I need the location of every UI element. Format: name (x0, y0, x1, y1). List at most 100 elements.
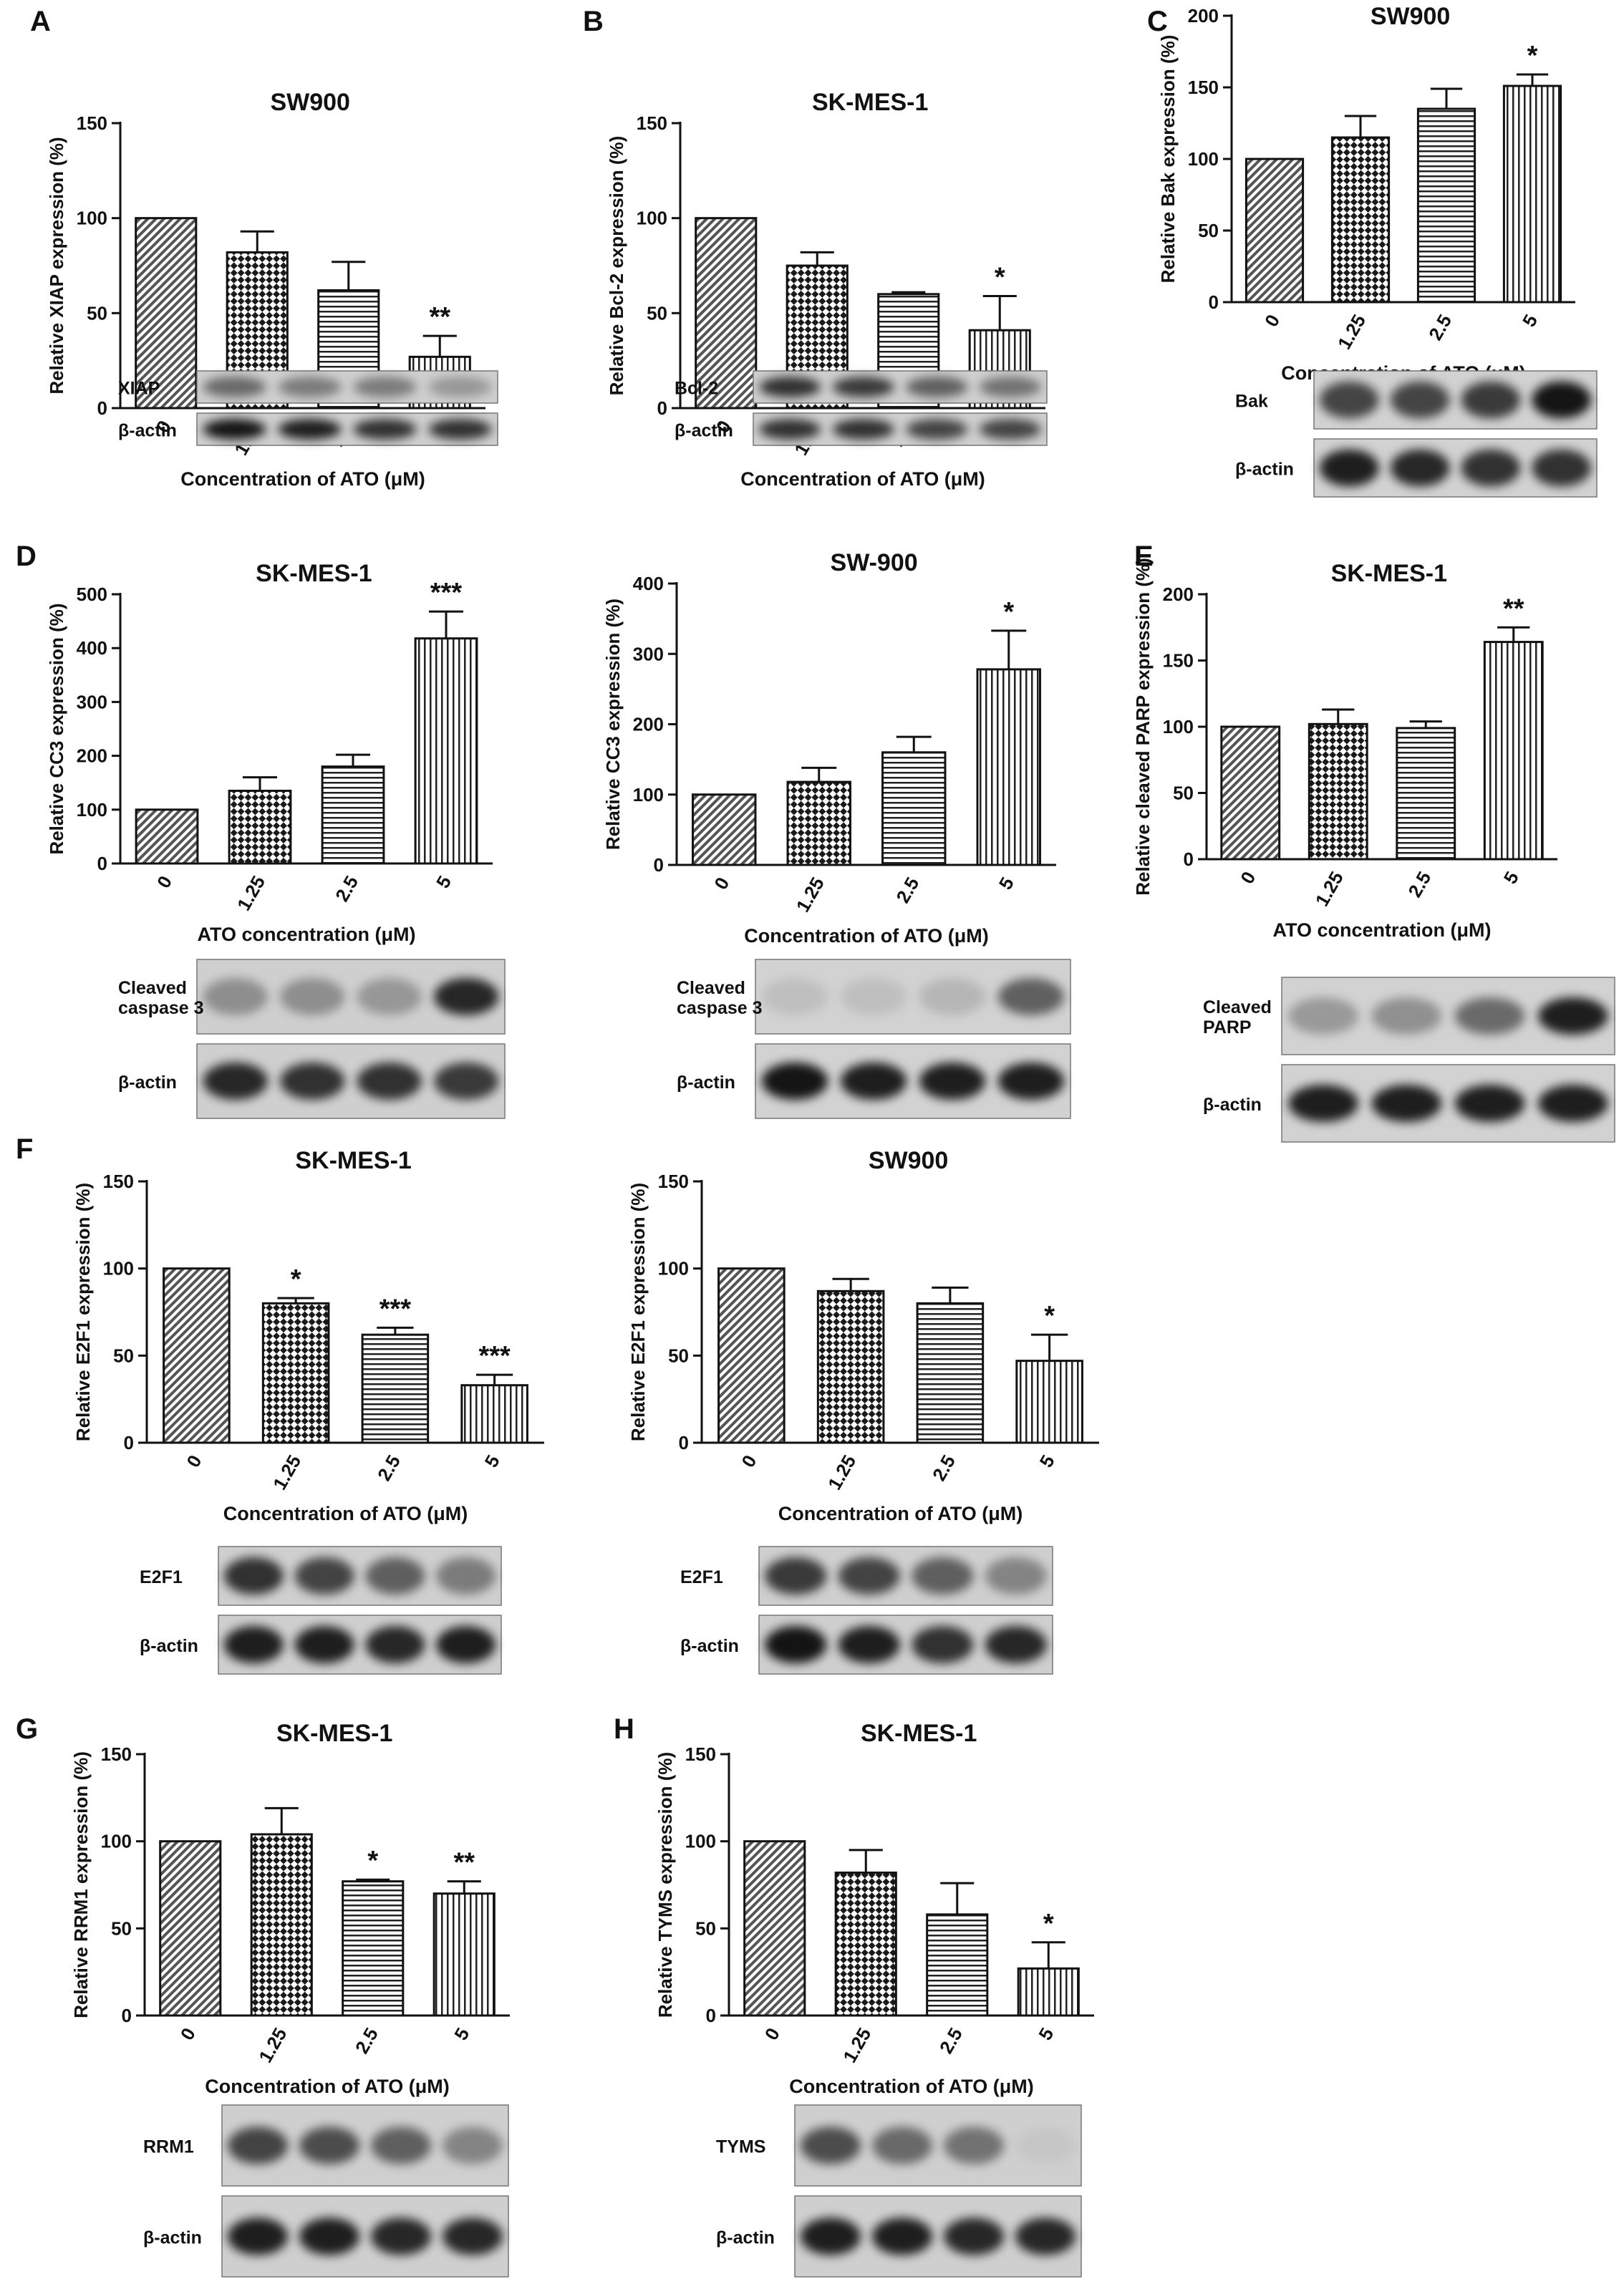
blot-band (294, 1557, 354, 1595)
blot-band (428, 419, 492, 440)
blot-band (985, 1626, 1047, 1663)
x-axis-label: ATO concentration (μM) (1272, 919, 1491, 941)
x-axis-label: Concentration of ATO (μM) (744, 925, 988, 947)
x-tick-label: 2.5 (1403, 868, 1435, 901)
blot-band (759, 419, 821, 440)
y-tick-label: 0 (657, 397, 667, 419)
blot-band (203, 1063, 268, 1100)
bar-1.25 (834, 1871, 897, 2017)
blot-band (1454, 1085, 1525, 1122)
x-axis-label: Concentration of ATO (μM) (205, 2076, 449, 2097)
significance-mark: * (1003, 597, 1014, 627)
y-axis-label: Relative cleaved PARP expression (%) (1132, 558, 1154, 896)
x-tick-label: 0 (737, 1451, 760, 1471)
y-tick-label: 50 (111, 1917, 132, 1939)
x-tick-label: 1.25 (1311, 868, 1348, 910)
x-tick-label: 0 (1260, 311, 1284, 331)
blot-band (203, 419, 266, 440)
blot-band (832, 419, 894, 440)
blot-band (944, 2217, 1004, 2255)
bar-0 (692, 793, 757, 866)
blot-band (353, 377, 417, 397)
blot-band (838, 1557, 900, 1595)
x-tick-label: 2.5 (331, 872, 362, 905)
blot-band (436, 1557, 496, 1595)
y-tick-label: 0 (1184, 848, 1194, 870)
y-tick-label: 0 (1209, 291, 1219, 313)
y-axis-label: Relative E2F1 expression (%) (627, 1183, 649, 1441)
significance-mark: ** (1503, 594, 1524, 624)
blot-row-label: TYMS (716, 2137, 765, 2157)
blot-band (443, 2126, 503, 2164)
bar-0 (135, 808, 199, 865)
significance-mark: *** (380, 1294, 412, 1324)
blot-band (371, 2217, 431, 2255)
blot-row-label: β-actin (680, 1636, 739, 1656)
y-tick-label: 100 (1188, 148, 1219, 170)
y-tick-label: 150 (103, 1171, 134, 1192)
blot-band (761, 978, 828, 1015)
blot-band (872, 2126, 932, 2164)
y-tick-label: 0 (97, 397, 107, 419)
blot-band (223, 1626, 284, 1663)
y-axis-label: Relative E2F1 expression (%) (72, 1183, 94, 1441)
blot-band (1532, 381, 1592, 419)
blot-row-label: β-actin (118, 1073, 177, 1093)
blot-row-label: E2F1 (680, 1567, 723, 1587)
significance-mark: ** (429, 302, 450, 332)
blot-band (919, 1063, 986, 1100)
y-tick-label: 50 (668, 1345, 689, 1366)
significance-mark: * (1044, 1301, 1055, 1331)
y-tick-label: 100 (658, 1258, 689, 1279)
y-tick-label: 300 (77, 691, 107, 712)
bar-2.5 (1416, 107, 1476, 304)
chart-title: SK-MES-1 (812, 89, 928, 116)
y-axis-label: Relative Bak expression (%) (1157, 35, 1179, 284)
x-tick-label: 1.25 (233, 872, 269, 914)
blot-band (428, 377, 492, 397)
x-axis-label: Concentration of ATO (μM) (180, 468, 425, 490)
blot-band (203, 377, 266, 397)
y-tick-label: 50 (87, 302, 107, 324)
bar-2.5 (342, 1880, 405, 2017)
blot-band (832, 377, 894, 397)
bar-2.5 (916, 1302, 985, 1444)
bar-0 (159, 1840, 222, 2017)
blot-band (1461, 381, 1521, 419)
blot-band (1288, 997, 1358, 1035)
blot-row-label: Cleaved caspase 3 (118, 978, 204, 1018)
y-tick-label: 50 (647, 302, 667, 324)
blot-band (944, 2126, 1004, 2164)
blot-row-label: β-actin (143, 2228, 202, 2248)
bar-5 (1502, 84, 1562, 304)
chart-title: SW-900 (831, 549, 918, 576)
blot-band (1319, 449, 1379, 487)
x-tick-label: 1.25 (1333, 311, 1370, 353)
blot-row-label: XIAP (118, 379, 160, 399)
bar-1.25 (1308, 722, 1368, 861)
blot-row-label: Bcl-2 (675, 379, 718, 399)
y-tick-label: 50 (1173, 783, 1194, 804)
bar-5 (414, 637, 478, 865)
panel-D: D SK-MES-1 0 100 200 300 400 500 Relative CC3 ex… (16, 541, 506, 1119)
y-tick-label: 0 (706, 2005, 716, 2026)
bar-0 (717, 1267, 786, 1444)
blot-band (1538, 997, 1608, 1035)
blot-band (872, 2217, 932, 2255)
x-axis-label: Concentration of ATO (μM) (778, 1503, 1023, 1524)
panel-A: A SW900 0 50 100 150 Relative XIAP expression … (30, 6, 498, 490)
panel-letter: E (1134, 541, 1154, 572)
y-tick-label: 0 (124, 1432, 134, 1453)
bar-0 (695, 217, 758, 410)
significance-mark: * (1043, 1909, 1054, 1939)
x-tick-label: 0 (710, 874, 733, 894)
bar-1.25 (816, 1290, 885, 1444)
blot-band (434, 978, 499, 1015)
blot-band (919, 978, 986, 1015)
blot-band (203, 978, 268, 1015)
x-tick-label: 5 (480, 1451, 504, 1471)
x-tick-label: 5 (1499, 868, 1523, 888)
blot-band (223, 1557, 284, 1595)
